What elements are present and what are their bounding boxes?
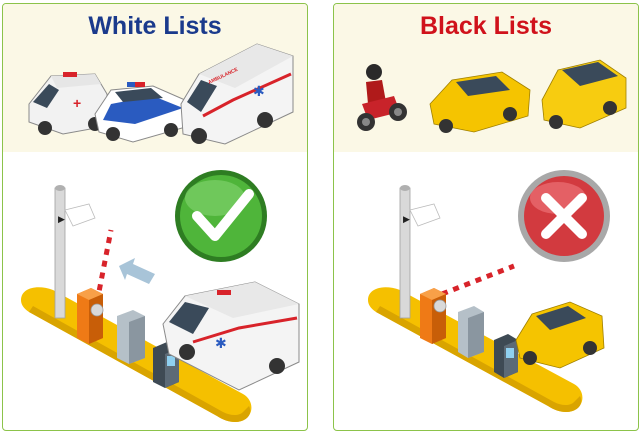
check-icon — [175, 170, 267, 262]
black-lists-title: Black Lists — [419, 12, 552, 40]
barrier-gate-box — [420, 288, 447, 344]
black-lists-scene: ▶ — [357, 59, 627, 412]
svg-text:✱: ✱ — [215, 335, 227, 351]
camera-pole: ▶ — [399, 185, 441, 319]
direction-arrow-icon — [119, 258, 155, 284]
ambulance-icon: + — [28, 72, 108, 135]
camera-icon: ▶ — [403, 214, 410, 224]
black-lists-panel: Black Lists — [333, 3, 639, 431]
yellow-car-at-gate-icon — [515, 301, 605, 369]
cross-icon — [518, 170, 610, 262]
yellow-sports-car-icon — [429, 71, 531, 133]
motorcycle-icon — [357, 64, 407, 131]
white-lists-scene: + AMBULANCE ✱ — [21, 43, 300, 422]
barrier-arm — [441, 263, 515, 297]
svg-text:✱: ✱ — [253, 83, 265, 99]
yellow-taxi-icon — [541, 59, 627, 129]
ticket-terminal — [117, 310, 145, 364]
police-car-icon — [94, 82, 190, 143]
svg-text:+: + — [73, 95, 81, 111]
ticket-terminal — [458, 306, 484, 358]
white-lists-panel: White Lists + AMBULANCE ✱ — [2, 3, 308, 431]
white-lists-title: White Lists — [88, 12, 222, 40]
camera-pole: ▶ — [54, 185, 96, 319]
ambulance-van-icon: AMBULANCE ✱ — [180, 43, 294, 145]
barrier-arm — [94, 229, 114, 303]
barrier-gate-box — [77, 288, 104, 344]
ambulance-at-gate-icon: ✱ — [162, 281, 300, 391]
card-reader — [494, 334, 518, 378]
camera-icon: ▶ — [58, 214, 65, 224]
